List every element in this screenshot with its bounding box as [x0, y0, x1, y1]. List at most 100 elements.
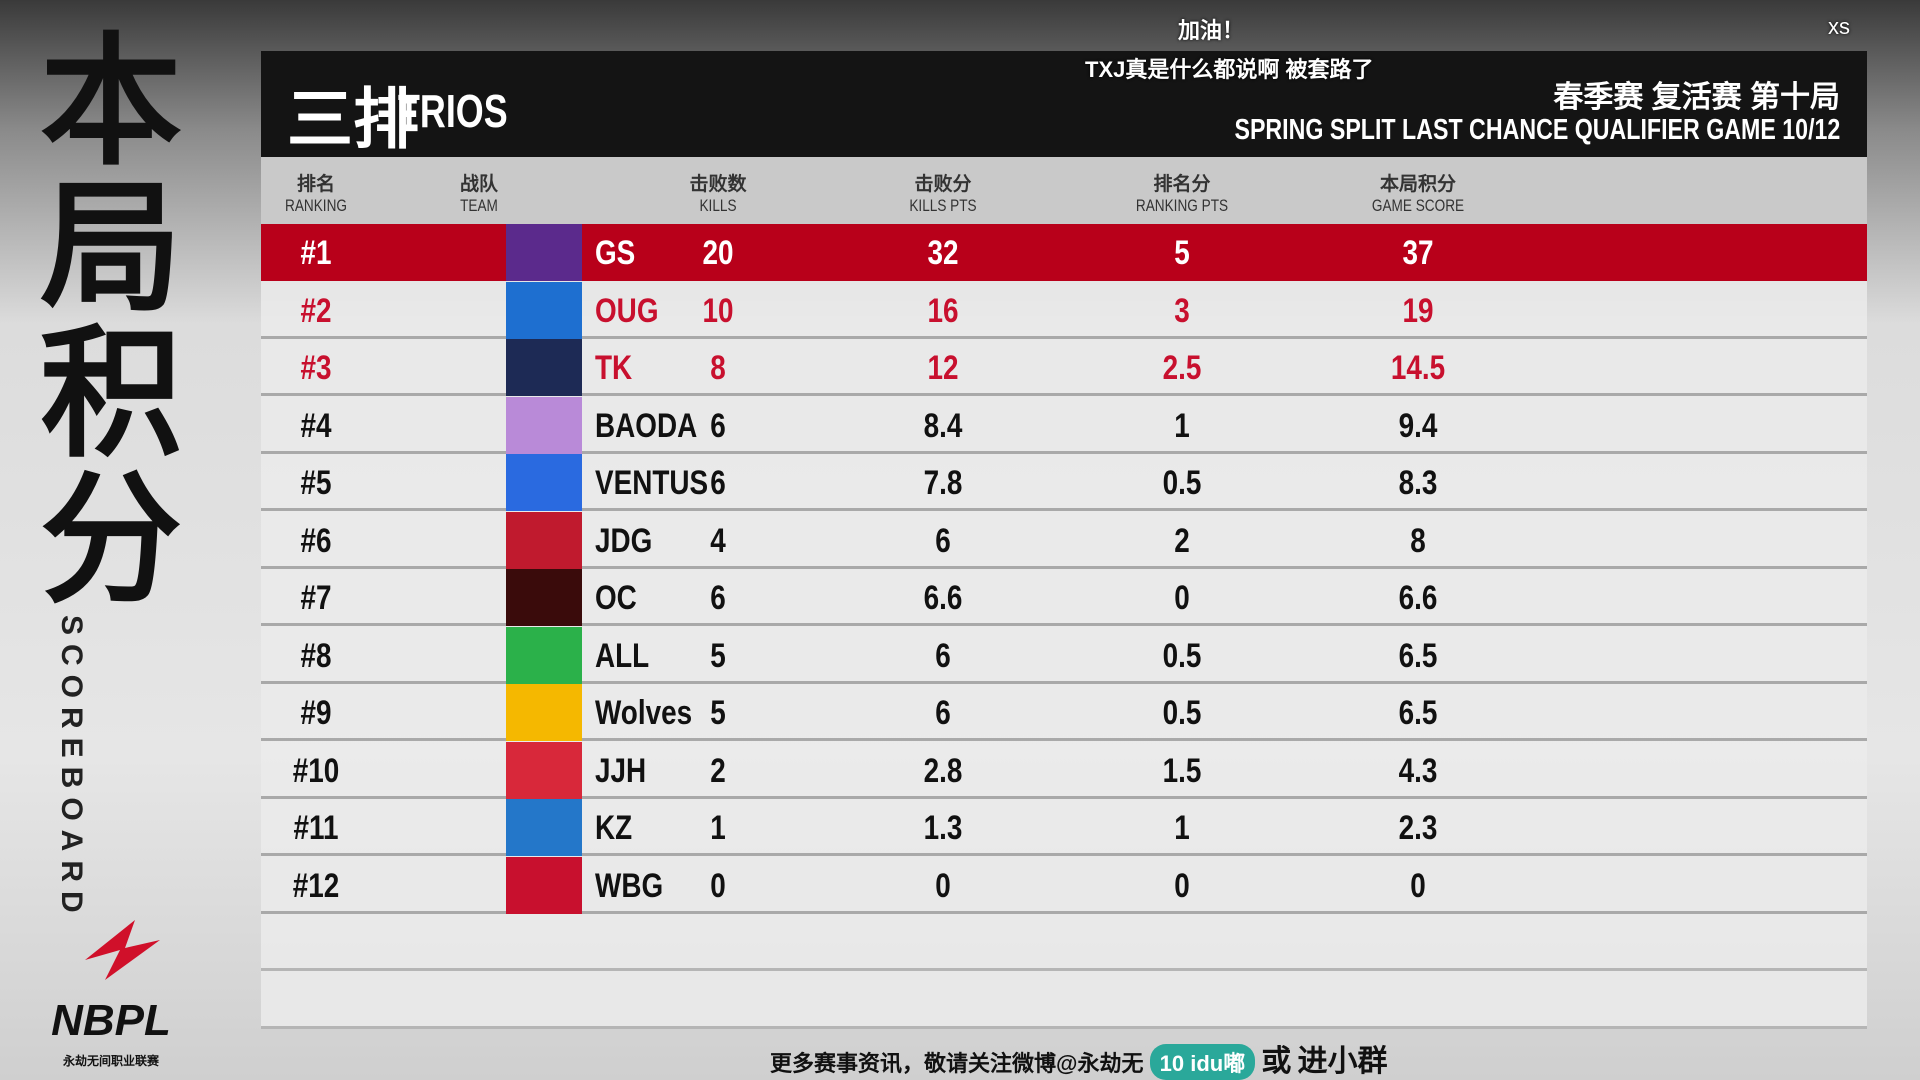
logo-mark — [85, 920, 160, 980]
column-heading-en: GAME SCORE — [1371, 196, 1465, 215]
column-heading: 击败数 KILLS — [598, 169, 838, 216]
column-heading-en: KILLS — [699, 196, 737, 215]
footer-user: idu嘟 — [1190, 1051, 1246, 1076]
team-logo — [506, 799, 582, 856]
table-row: #11 KZ 1 1.3 1 2.3 — [261, 799, 1867, 856]
score-cell: 8 — [1410, 521, 1426, 560]
score-cell: 0 — [1410, 866, 1426, 905]
score-cell: 0 — [710, 866, 726, 905]
score-cell: 9.4 — [1398, 406, 1438, 445]
team-name: OUG — [595, 291, 659, 330]
score-cell: 6 — [710, 579, 726, 617]
rank: #8 — [300, 636, 332, 675]
score-cell: 3 — [1174, 291, 1190, 330]
team-logo — [506, 454, 582, 511]
team-name: OC — [595, 579, 637, 617]
team-logo — [506, 511, 582, 569]
team-name: Wolves — [595, 694, 693, 732]
table-row: #12 WBG 0 0 0 0 — [261, 856, 1867, 914]
team-logo — [506, 626, 582, 684]
team-name: BAODA — [595, 406, 698, 445]
score-cell: 4 — [710, 521, 726, 560]
team-logo — [506, 684, 582, 741]
team-logo — [506, 856, 582, 914]
score-cell: 1 — [710, 809, 726, 847]
score-cell: 0 — [1174, 579, 1190, 617]
score-cell: 1 — [1174, 406, 1190, 445]
rank: #7 — [300, 579, 332, 617]
score-cell: 5 — [1174, 234, 1190, 272]
table-row: #2 OUG 10 16 3 19 — [261, 281, 1867, 339]
rank: #6 — [300, 521, 332, 560]
team-name: WBG — [595, 866, 664, 905]
team-name: TK — [595, 349, 633, 387]
rank: #4 — [300, 406, 332, 445]
column-heading: 本局积分 GAME SCORE — [1298, 169, 1538, 216]
column-heading-cn: 排名分 — [1153, 174, 1211, 195]
footer-level: 10 — [1159, 1051, 1185, 1076]
score-table: #1 GS 20 32 5 37 #2 OUG 10 16 3 19 #3 TK 8 12 2.5 14.5 #4 B… — [261, 224, 1867, 1029]
table-row: #5 VENTUS 6 7.8 0.5 8.3 — [261, 454, 1867, 511]
team-logo — [506, 339, 582, 396]
logo-text: NBPL — [51, 996, 171, 1045]
score-cell: 6 — [935, 521, 951, 560]
score-cell: 1.5 — [1162, 751, 1202, 790]
footer-text: 更多赛事资讯，敬请关注微博@永劫无 — [770, 1051, 1144, 1076]
score-cell: 2.8 — [923, 751, 963, 790]
score-cell: 14.5 — [1390, 349, 1446, 387]
score-cell: 6.5 — [1398, 636, 1438, 675]
column-heading-en: TEAM — [460, 196, 498, 215]
score-cell: 2.5 — [1162, 349, 1202, 387]
team-logo — [506, 396, 582, 454]
team-logo — [506, 569, 582, 626]
rank: #10 — [292, 751, 340, 790]
rank: #11 — [293, 809, 339, 847]
column-heading: 击败分 KILLS PTS — [823, 169, 1063, 216]
score-cell: 6.6 — [923, 579, 963, 617]
table-row: #7 OC 6 6.6 0 6.6 — [261, 569, 1867, 626]
score-cell: 2.3 — [1398, 809, 1438, 847]
rank: #12 — [292, 866, 340, 905]
comment: 加油！ — [1178, 18, 1245, 43]
header-title-en: TRIOS — [398, 85, 508, 137]
table-row: #10 JJH 2 2.8 1.5 4.3 — [261, 741, 1867, 799]
column-heading-cn: 击败数 — [689, 174, 747, 195]
score-cell: 2 — [710, 751, 726, 790]
table-row: #1 GS 20 32 5 37 — [261, 224, 1867, 281]
score-cell: 37 — [1402, 234, 1434, 272]
team-name: KZ — [595, 809, 633, 847]
column-heading-cn: 排名 — [296, 174, 335, 195]
score-cell: 6.5 — [1398, 694, 1438, 732]
score-cell: 20 — [702, 234, 734, 272]
score-cell: 2 — [1174, 521, 1190, 560]
table-row: #9 Wolves 5 6 0.5 6.5 — [261, 684, 1867, 741]
score-cell: 6 — [710, 406, 726, 445]
team-logo — [506, 741, 582, 799]
column-heading-en: RANKING — [285, 196, 347, 215]
score-cell: 32 — [927, 234, 959, 272]
column-header: 排名 RANKING 战队 TEAM 击败数 KILLS 击败分 KILLS PTS 排名分 RA… — [261, 157, 1867, 224]
score-cell: 1.3 — [923, 809, 963, 847]
team-name: JJH — [595, 751, 647, 790]
rank: #1 — [300, 234, 332, 272]
score-cell: 6.6 — [1398, 579, 1438, 617]
score-cell: 0.5 — [1162, 694, 1202, 732]
logo-subtext: 永劫无间职业联赛 — [62, 1054, 159, 1068]
score-cell: 12 — [927, 349, 959, 387]
side-subtitle: SCOREBOARD — [55, 615, 88, 922]
score-cell: 0.5 — [1162, 636, 1202, 675]
table-row: #6 JDG 4 6 2 8 — [261, 511, 1867, 569]
score-cell: 10 — [702, 291, 734, 330]
header-subtitle: 春季赛 复活赛 第十局 — [1553, 81, 1840, 114]
team-name: GS — [595, 234, 636, 272]
header-subtitle-en: SPRING SPLIT LAST CHANCE QUALIFIER GAME … — [1234, 114, 1840, 146]
score-cell: 8.3 — [1398, 464, 1438, 502]
comment: TXJ真是什么都说啊 被套路了 — [1085, 57, 1374, 82]
score-cell: 7.8 — [923, 464, 963, 502]
score-cell: 8.4 — [923, 406, 963, 445]
team-name: JDG — [595, 521, 653, 560]
header-title: 三排 — [287, 82, 419, 156]
score-cell: 19 — [1402, 291, 1434, 330]
table-row: #8 ALL 5 6 0.5 6.5 — [261, 626, 1867, 684]
